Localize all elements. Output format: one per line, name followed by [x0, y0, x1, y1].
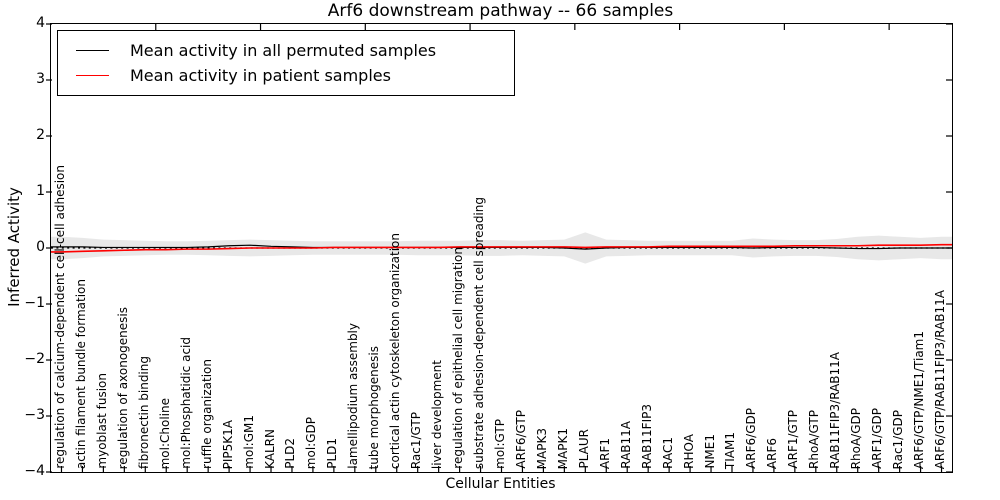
- chart-title: Arf6 downstream pathway -- 66 samples: [327, 1, 674, 21]
- x-tick-label: ARF6/GTP/RAB11FIP3/RAB11A: [933, 289, 948, 469]
- legend-label: Mean activity in all permuted samples: [130, 41, 437, 60]
- y-tick-label: 0: [36, 239, 45, 255]
- y-tick-label: −1: [24, 295, 45, 311]
- x-tick-label: NME1: [702, 434, 717, 469]
- x-tick-label: mol:GM1: [241, 415, 256, 469]
- x-tick-label: RAB11A: [618, 421, 633, 469]
- x-tick-label: PLD1: [325, 438, 340, 469]
- x-tick-label: ARF6/GDP: [744, 408, 759, 469]
- x-tick-label: ARF1: [597, 437, 612, 469]
- series-line-patient: [51, 243, 952, 253]
- chart-canvas: [46, 23, 952, 473]
- x-tick-label: RhoA/GDP: [849, 407, 864, 469]
- x-tick-label: mol:Choline: [157, 397, 172, 469]
- legend-line-red: [76, 75, 109, 76]
- x-tick-label: regulation of axonogenesis: [115, 306, 130, 469]
- y-tick-label: −2: [24, 351, 45, 367]
- x-tick-label: ruffle organization: [199, 359, 214, 469]
- x-tick-label: ARF1/GTP: [786, 410, 801, 469]
- x-tick-label: RHOA: [681, 434, 696, 469]
- x-tick-label: TIAM1: [723, 431, 738, 469]
- x-tick-label: ARF6: [765, 437, 780, 469]
- legend-line-black: [76, 50, 109, 51]
- x-axis-label: Cellular Entities: [445, 476, 556, 492]
- plot-area: [46, 23, 953, 473]
- y-tick-label: 4: [36, 15, 45, 31]
- y-tick-label: 2: [36, 127, 45, 143]
- x-tick-label: fibronectin binding: [136, 356, 151, 469]
- legend: Mean activity in all permuted samples Me…: [57, 30, 515, 96]
- x-tick-label: Rac1/GTP: [409, 411, 424, 469]
- x-tick-label: myoblast fusion: [94, 373, 109, 469]
- x-tick-label: actin filament bundle formation: [73, 278, 88, 469]
- x-tick-label: tube morphogenesis: [367, 345, 382, 469]
- x-tick-label: regulation of epithelial cell migration: [451, 247, 466, 469]
- x-tick-label: liver development: [430, 359, 445, 469]
- x-tick-label: regulation of calcium-dependent cell-cel…: [52, 165, 67, 469]
- x-tick-label: Rac1/GDP: [891, 409, 906, 469]
- x-tick-label: ARF6/GTP: [513, 410, 528, 469]
- x-tick-label: substrate adhesion-dependent cell spread…: [472, 196, 487, 469]
- y-tick-label: 3: [36, 71, 45, 87]
- x-tick-label: MAPK1: [555, 427, 570, 469]
- x-tick-label: PLAUR: [576, 429, 591, 469]
- x-tick-label: ARF1/GDP: [870, 408, 885, 469]
- x-tick-label: KALRN: [262, 429, 277, 469]
- x-tick-label: lamellipodium assembly: [346, 323, 361, 469]
- x-tick-label: ARF6/GTP/NME1/Tiam1: [912, 330, 927, 469]
- legend-item-permuted: Mean activity in all permuted samples: [76, 41, 496, 60]
- x-tick-label: mol:GTP: [493, 419, 507, 469]
- x-tick-label: cortical actin cytoskeleton organization: [388, 232, 403, 469]
- legend-item-patient: Mean activity in patient samples: [76, 66, 496, 85]
- y-tick-label: −4: [24, 463, 45, 479]
- x-tick-label: RhoA/GTP: [807, 410, 822, 469]
- x-tick-label: mol:Phosphatidic acid: [178, 337, 193, 469]
- x-tick-label: PIP5K1A: [220, 419, 235, 469]
- x-tick-label: mol:GDP: [304, 416, 319, 469]
- x-tick-label: RAC1: [660, 437, 675, 469]
- x-tick-label: MAPK3: [534, 427, 549, 469]
- x-tick-label: RAB11FIP3/RAB11A: [828, 352, 843, 469]
- legend-label: Mean activity in patient samples: [130, 66, 391, 85]
- x-tick-label: RAB11FIP3: [639, 404, 654, 469]
- y-tick-label: −3: [24, 407, 45, 423]
- y-tick-label: 1: [36, 183, 45, 199]
- x-tick-label: PLD2: [283, 438, 298, 469]
